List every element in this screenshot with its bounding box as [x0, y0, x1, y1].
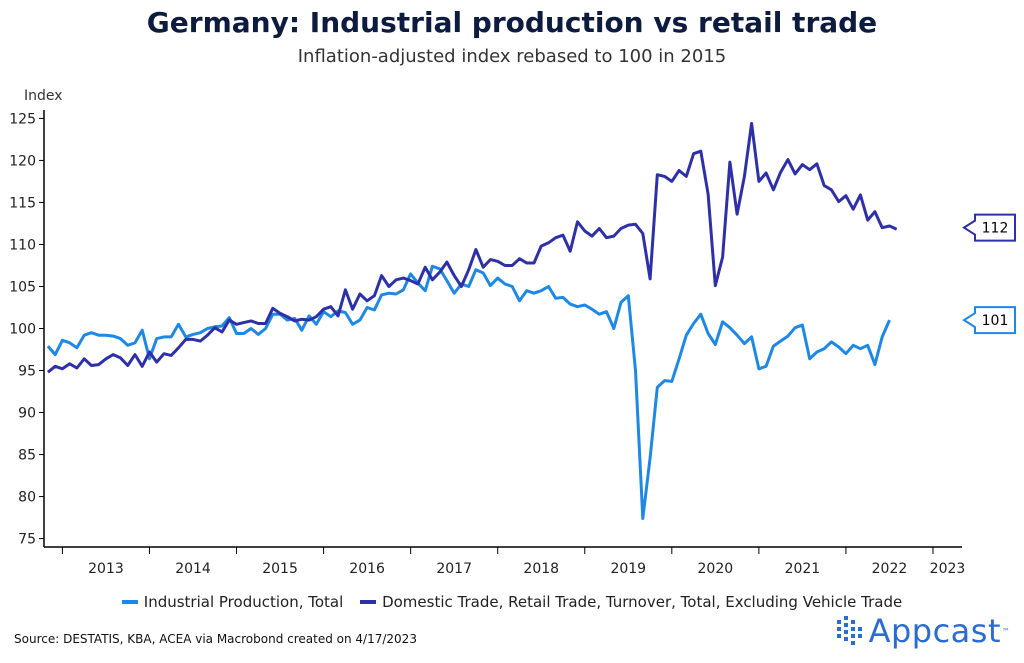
y-tick-label: 75 — [18, 532, 36, 548]
y-tick-label: 115 — [9, 195, 36, 211]
y-tick-label: 95 — [18, 364, 36, 380]
y-tick-label: 100 — [9, 322, 36, 338]
y-tick-label: 105 — [9, 279, 36, 295]
series-line-industrial-production — [46, 264, 891, 520]
appcast-logo: Appcast ™ — [836, 612, 1010, 650]
y-tick-label: 80 — [18, 490, 36, 506]
x-tick-label: 2020 — [698, 561, 734, 577]
x-tick-label: 2018 — [523, 561, 559, 577]
chart-title: Germany: Industrial production vs retail… — [146, 6, 878, 39]
series-line-retail-trade — [46, 121, 898, 374]
x-tick-label: 2023 — [930, 561, 966, 577]
y-tick-label: 90 — [18, 406, 36, 422]
y-tick-label: 120 — [9, 153, 36, 169]
appcast-logo-icon — [836, 616, 862, 645]
legend-label-industrial-production: Industrial Production, Total — [143, 593, 344, 611]
y-tick-label: 125 — [9, 111, 36, 127]
legend: Industrial Production, Total Domestic Tr… — [0, 590, 1024, 611]
x-tick-label: 2017 — [436, 561, 472, 577]
y-axis-label: Index — [24, 88, 63, 104]
x-tick-label: 2019 — [610, 561, 646, 577]
legend-item-industrial-production: Industrial Production, Total — [121, 593, 344, 611]
source-note: Source: DESTATIS, KBA, ACEA via Macrobon… — [14, 632, 417, 646]
x-tick-label: 2013 — [88, 561, 124, 577]
end-label-industrial-production: 101 — [982, 313, 1009, 329]
x-tick-label: 2016 — [349, 561, 385, 577]
x-tick-label: 2015 — [262, 561, 298, 577]
legend-swatch-industrial-production — [121, 600, 138, 604]
end-label-retail-trade: 112 — [982, 221, 1009, 237]
legend-item-retail-trade: Domestic Trade, Retail Trade, Turnover, … — [360, 593, 902, 611]
end-label-box-industrial-production — [962, 306, 1016, 335]
appcast-logo-tm: ™ — [1002, 626, 1010, 636]
legend-swatch-retail-trade — [360, 600, 377, 604]
legend-label-retail-trade: Domestic Trade, Retail Trade, Turnover, … — [382, 593, 903, 611]
appcast-logo-text: Appcast — [868, 612, 1001, 650]
x-tick-label: 2021 — [785, 561, 821, 577]
chart-subtitle: Inflation-adjusted index rebased to 100 … — [297, 46, 727, 67]
y-tick-label: 85 — [18, 448, 36, 464]
x-tick-label: 2014 — [175, 561, 211, 577]
plot-area: 75 80 85 90 95 100 105 110 115 120 125 Index 2013 201… — [9, 88, 1016, 577]
end-label-box-retail-trade — [962, 213, 1016, 242]
x-tick-label: 2022 — [872, 561, 908, 577]
y-tick-label: 110 — [9, 237, 36, 253]
